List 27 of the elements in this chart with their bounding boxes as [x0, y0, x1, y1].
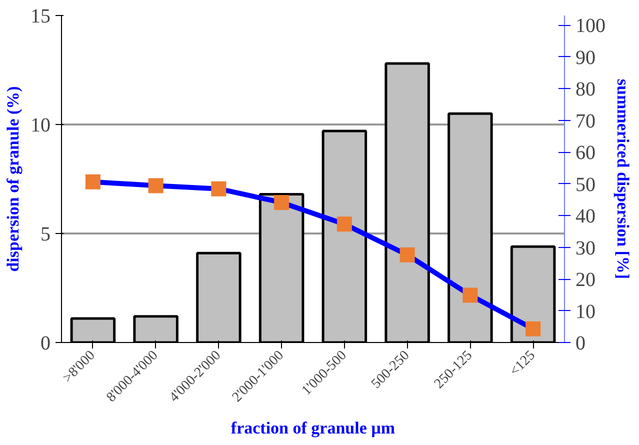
y-tick-label: 10 — [30, 114, 50, 136]
y2-tick-label: 60 — [576, 142, 596, 164]
x-axis-title: fraction of granule µm — [230, 418, 396, 438]
x-tick-label: <125 — [507, 348, 538, 380]
point — [462, 288, 478, 303]
point — [400, 247, 415, 262]
y-axis-title: dispersion of granule (%) — [4, 86, 22, 272]
point — [336, 216, 352, 232]
y-tick-label: 0 — [40, 332, 50, 354]
y2-tick-label: 40 — [576, 206, 596, 228]
y2-tick-label: 30 — [576, 237, 596, 260]
point — [148, 178, 164, 194]
y2-tick-label: 80 — [576, 78, 596, 101]
y2-axis-title: summericed dispersion [%] — [614, 78, 632, 280]
y2-tick-label: 90 — [576, 46, 596, 69]
y2-tick-label: 0 — [576, 332, 586, 354]
y2-tick-label: 50 — [576, 174, 596, 196]
y2-tick-label: 100 — [576, 15, 606, 38]
y2-tick-label: 20 — [576, 269, 596, 292]
point — [211, 181, 226, 196]
point — [526, 321, 541, 336]
point — [85, 174, 100, 190]
y2-tick-label: 10 — [576, 300, 596, 323]
point — [274, 194, 290, 210]
y-tick-label: 15 — [30, 6, 50, 28]
y-tick-label: 5 — [40, 224, 50, 246]
y2-tick-label: 70 — [576, 110, 596, 132]
